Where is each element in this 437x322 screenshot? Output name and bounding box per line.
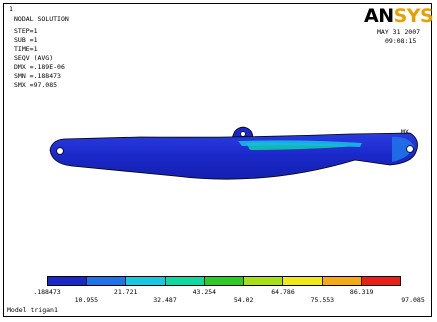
legend-label-bottom-0: 10.955 xyxy=(74,296,99,304)
legend-label-bottom-4: 97.085 xyxy=(401,296,425,304)
legend-swatch-4 xyxy=(204,277,245,285)
legend-label-bottom-2: 54.02 xyxy=(233,296,254,304)
contour-legend xyxy=(47,276,401,286)
sub-text: SUB =1 xyxy=(14,36,38,44)
legend-label-bottom-1: 32.487 xyxy=(153,296,177,304)
stress-contour-right-end xyxy=(392,136,414,162)
legend-swatch-8 xyxy=(361,277,400,285)
legend-label-top-1: 21.721 xyxy=(113,288,138,296)
legend-swatch-7 xyxy=(322,277,362,285)
logo-ans: AN xyxy=(364,5,394,27)
legend-swatch-3 xyxy=(165,277,205,285)
top-lug-hole xyxy=(240,131,246,137)
legend-label-top-2: 43.254 xyxy=(192,288,217,296)
window-number: 1 xyxy=(9,5,13,13)
ansys-logo: ANSYS xyxy=(364,5,434,27)
legend-swatch-5 xyxy=(244,277,284,285)
model-title: Model trigan1 xyxy=(7,306,58,314)
legend-label-top-0: .188473 xyxy=(33,288,61,296)
time-stamp-text: 09:08:15 xyxy=(385,37,417,45)
smx-text: SMX =97.085 xyxy=(14,81,58,89)
dmx-text: DMX =.189E-06 xyxy=(14,63,65,71)
viewport-frame xyxy=(3,3,432,317)
step-text: STEP=1 xyxy=(14,27,38,35)
beam-body xyxy=(49,132,418,180)
time-text: TIME=1 xyxy=(14,45,38,53)
stress-contour-cyan xyxy=(238,140,362,147)
left-pin-hole xyxy=(56,147,64,155)
right-pin-hole xyxy=(406,145,414,153)
legend-swatch-6 xyxy=(283,277,323,285)
legend-label-top-4: 86.319 xyxy=(349,288,374,296)
legend-label-top-3: 64.786 xyxy=(271,288,295,296)
smn-text: SMN =.188473 xyxy=(14,72,61,80)
beam-model xyxy=(49,126,418,180)
legend-label-bottom-3: 75.553 xyxy=(310,296,335,304)
logo-sys: SYS xyxy=(393,5,434,27)
date-text: MAY 31 2007 xyxy=(377,28,421,36)
legend-swatch-1 xyxy=(87,277,127,285)
legend-swatch-0 xyxy=(48,277,88,285)
solution-title: NODAL SOLUTION xyxy=(14,15,69,23)
seqv-text: SEQV (AVG) xyxy=(14,54,54,62)
max-marker: MX xyxy=(401,128,409,136)
legend-swatch-2 xyxy=(126,277,166,285)
